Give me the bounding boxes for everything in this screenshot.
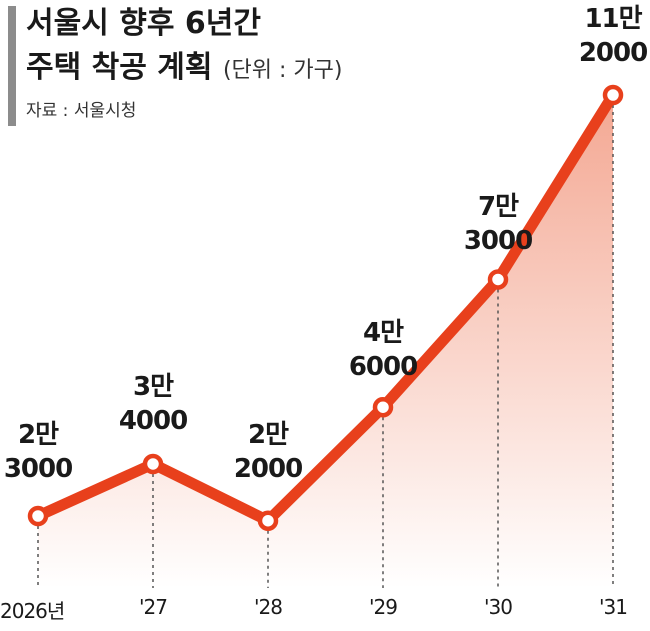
unit-label: (단위 : 가구) bbox=[222, 58, 343, 83]
data-label-line-1: 4만 bbox=[362, 318, 404, 348]
x-tick-label: '28 bbox=[254, 595, 283, 619]
data-point bbox=[27, 505, 49, 527]
data-point bbox=[257, 510, 279, 531]
source-label: 자료 : 서울시청 bbox=[26, 101, 137, 121]
x-tick-label: '27 bbox=[139, 595, 168, 619]
data-label: 3만 4000 bbox=[93, 370, 213, 438]
title-accent-bar bbox=[8, 6, 16, 126]
title-line-1: 서울시 향후 6년간 bbox=[26, 6, 261, 41]
data-label-line-1: 11만 bbox=[584, 4, 642, 34]
data-point bbox=[602, 84, 624, 106]
x-tick-label: 2026년 bbox=[0, 599, 65, 623]
data-label-line-2: 3000 bbox=[463, 226, 533, 256]
x-tick-label: '31 bbox=[599, 595, 628, 619]
title-line-2: 주택 착공 계획 bbox=[26, 50, 213, 85]
data-label-line-1: 2만 bbox=[17, 420, 59, 450]
data-label-line-2: 2000 bbox=[233, 454, 303, 484]
data-label-line-1: 3만 bbox=[132, 372, 174, 402]
x-tick-label: '30 bbox=[484, 595, 513, 619]
area-fill bbox=[38, 95, 613, 588]
data-label-line-2: 4000 bbox=[118, 406, 188, 436]
data-label: 4만 6000 bbox=[323, 316, 443, 384]
data-point bbox=[487, 269, 509, 290]
chart-title: 서울시 향후 6년간 주택 착공 계획 (단위 : 가구) bbox=[26, 2, 342, 93]
data-label-line-1: 2만 bbox=[247, 420, 289, 450]
data-label-line-2: 3000 bbox=[3, 454, 73, 484]
data-label-line-1: 7만 bbox=[477, 192, 519, 222]
data-label: 7만 3000 bbox=[438, 190, 558, 258]
data-label-line-2: 6000 bbox=[348, 352, 418, 382]
x-tick-label: '29 bbox=[369, 595, 398, 619]
data-label-line-2: 2000 bbox=[578, 38, 648, 68]
data-point bbox=[372, 396, 394, 418]
data-point bbox=[142, 453, 164, 475]
data-label: 2만 2000 bbox=[208, 418, 328, 486]
data-label: 2만 3000 bbox=[0, 418, 98, 486]
series-line bbox=[32, 89, 619, 527]
data-label: 11만 2000 bbox=[553, 2, 650, 70]
